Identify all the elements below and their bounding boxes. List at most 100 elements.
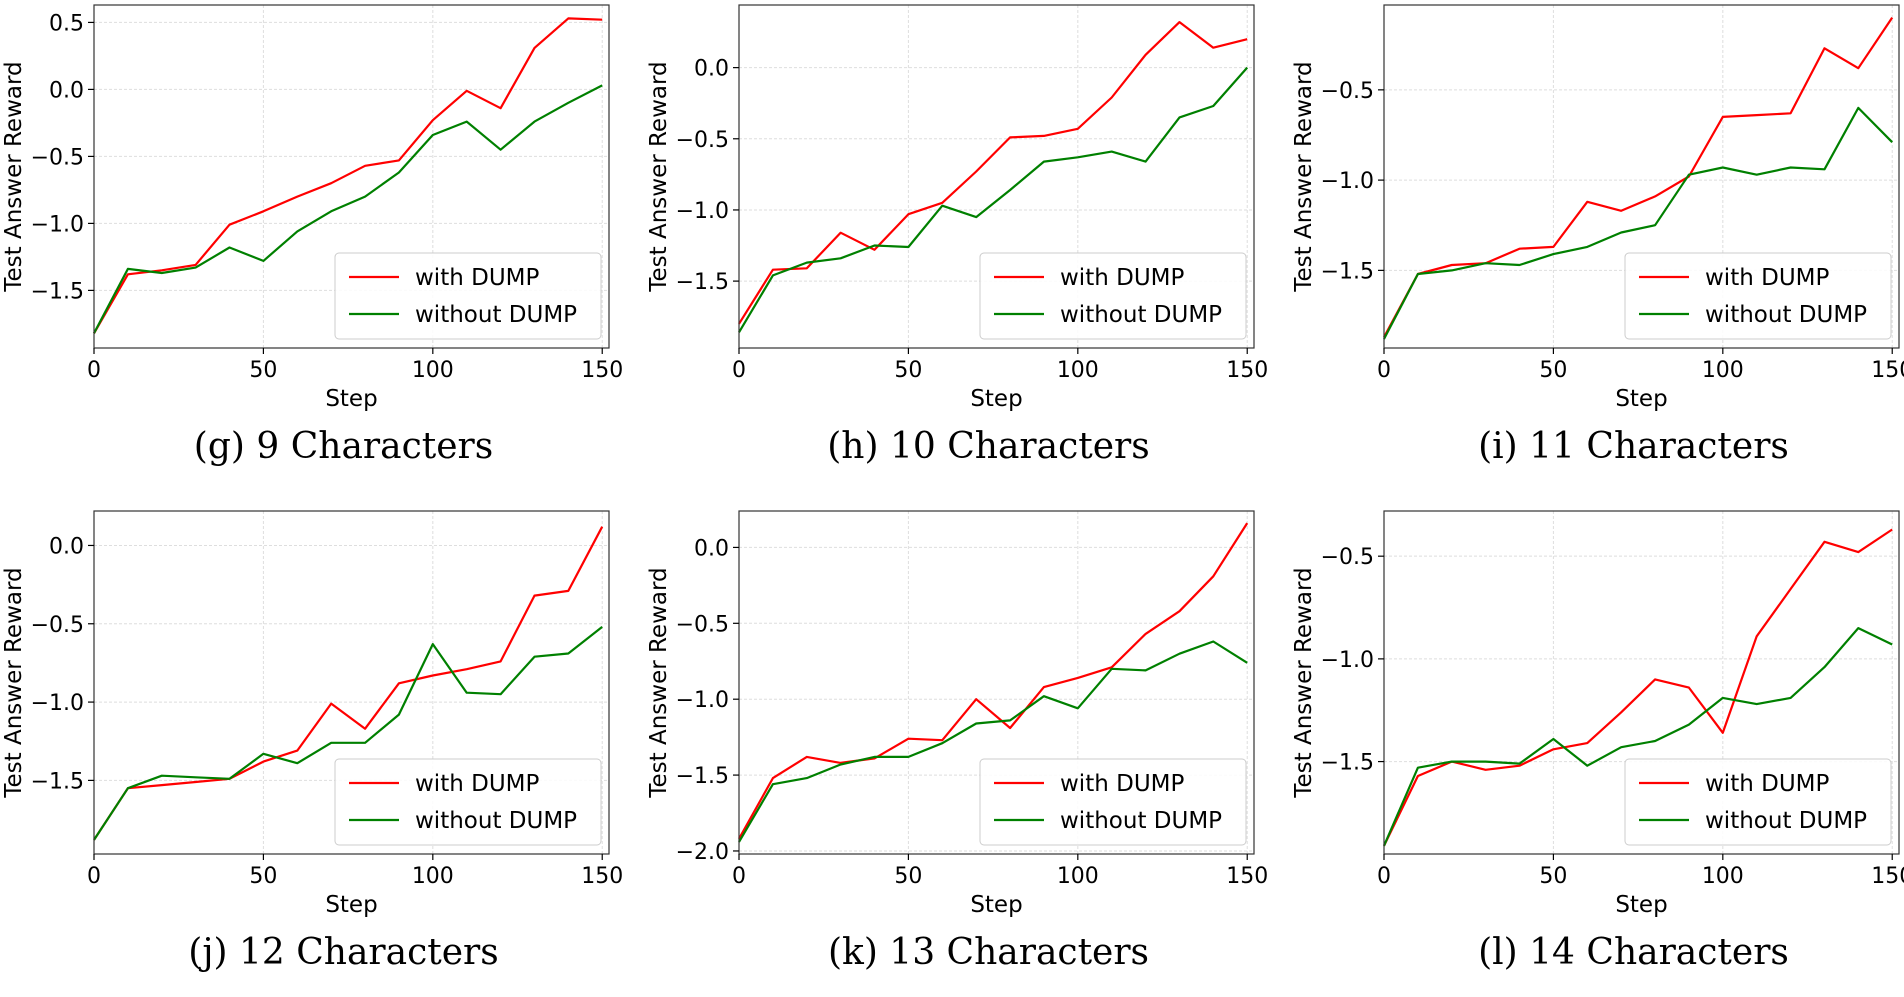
chart-1-ytick-label-2: −0.5	[676, 128, 729, 153]
chart-2-xtick-label-2: 100	[1702, 358, 1744, 383]
chart-1-ylabel: Test Answer Reward	[646, 61, 672, 292]
chart-5-ytick-label-1: −1.0	[1321, 648, 1374, 673]
chart-3-xlabel: Step	[325, 892, 377, 918]
chart-2-axes-frame	[1383, 4, 1900, 349]
chart-4-series-0-line	[738, 522, 1249, 840]
chart-2-xlabel: Step	[1615, 386, 1667, 412]
chart-3-group: 0 50 100 150 −1.5 −1.0 −0.5 0.0 Step Test Answer …	[1, 510, 623, 973]
chart-4-xtick-label-0: 0	[732, 864, 746, 889]
chart-4-ytick-label-1: −1.5	[676, 764, 729, 789]
chart-3-series-0-line	[93, 526, 604, 841]
chart-5-ytick-label-0: −1.5	[1321, 751, 1374, 776]
chart-0-ytick-label-2: −0.5	[31, 145, 84, 170]
chart-2-ytick-label-2: −0.5	[1321, 79, 1374, 104]
chart-5-caption: (l) 14 Characters	[1478, 932, 1789, 973]
chart-4-xtick-label-2: 100	[1057, 864, 1099, 889]
chart-1-axes-frame	[738, 4, 1255, 349]
chart-4-ytick-label-4: 0.0	[694, 536, 729, 561]
chart-0-xtick-label-3: 150	[581, 358, 623, 383]
chart-4-legend-label-1: without DUMP	[1060, 808, 1222, 834]
chart-5-legend-box	[1624, 758, 1892, 846]
chart-0-series-0-line	[93, 17, 603, 334]
chart-5-legend: with DUMP without DUMP	[1624, 758, 1892, 846]
chart-3-ylabel: Test Answer Reward	[1, 567, 27, 798]
chart-2-legend-label-1: without DUMP	[1705, 302, 1867, 328]
chart-2-caption: (i) 11 Characters	[1478, 426, 1789, 467]
chart-2-group: 0 50 100 150 −1.5 −1.0 −0.5 Step Test Answer Rew…	[1291, 4, 1904, 467]
chart-4-ytick-label-0: −2.0	[676, 840, 729, 865]
chart-1-caption: (h) 10 Characters	[827, 426, 1149, 467]
chart-0-xlabel: Step	[325, 386, 377, 412]
chart-1-xtick-label-1: 50	[894, 358, 922, 383]
chart-0-legend: with DUMP without DUMP	[334, 252, 602, 340]
chart-0-ytick-label-0: −1.5	[31, 279, 84, 304]
chart-5-series-0-line	[1383, 528, 1893, 847]
chart-4-axes-frame	[738, 510, 1255, 855]
chart-2-legend: with DUMP without DUMP	[1624, 252, 1892, 340]
chart-1-legend: with DUMP without DUMP	[979, 252, 1247, 340]
chart-4-group: 0 50 100 150 −2.0 −1.5 −1.0 −0.5 0.0 Step Test Ans…	[646, 510, 1268, 973]
chart-3-ytick-label-0: −1.5	[31, 769, 84, 794]
chart-0-ytick-label-1: −1.0	[31, 212, 84, 237]
chart-0-xtick-label-0: 0	[87, 358, 101, 383]
chart-4-ytick-label-2: −1.0	[676, 688, 729, 713]
chart-2-ytick-label-0: −1.5	[1321, 259, 1374, 284]
chart-1-legend-label-0: with DUMP	[1060, 265, 1184, 291]
chart-5-xtick-label-1: 50	[1539, 864, 1567, 889]
chart-2-series-1-line	[1383, 106, 1893, 340]
chart-3-legend-label-1: without DUMP	[415, 808, 577, 834]
chart-5-series-1-line	[1382, 626, 1893, 847]
chart-1-xtick-label-0: 0	[732, 358, 746, 383]
chart-0-legend-label-1: without DUMP	[415, 302, 577, 328]
chart-1-series-1-line	[738, 66, 1249, 333]
chart-2-xtick-label-1: 50	[1539, 358, 1567, 383]
chart-2-ylabel: Test Answer Reward	[1291, 61, 1317, 292]
chart-4-legend-box	[979, 758, 1247, 846]
chart-1-xtick-label-2: 100	[1057, 358, 1099, 383]
chart-5-xtick-label-2: 100	[1702, 864, 1744, 889]
chart-1-legend-box	[979, 252, 1247, 340]
chart-3-xtick-label-0: 0	[87, 864, 101, 889]
chart-3-axes-frame	[93, 510, 610, 855]
chart-5-xtick-label-0: 0	[1377, 864, 1391, 889]
chart-0-series-1-line	[93, 84, 603, 334]
chart-3-ytick-label-3: 0.0	[49, 534, 84, 559]
chart-3-xtick-label-2: 100	[412, 864, 454, 889]
chart-1-group: 0 50 100 150 −1.5 −1.0 −0.5 0.0 Step Test Answer …	[646, 4, 1268, 467]
chart-3-xtick-label-1: 50	[249, 864, 277, 889]
chart-0-xtick-label-1: 50	[249, 358, 277, 383]
chart-5-ytick-label-2: −0.5	[1321, 545, 1374, 570]
chart-1-ytick-label-3: 0.0	[694, 57, 729, 82]
chart-0-legend-label-0: with DUMP	[415, 265, 539, 291]
chart-0-ylabel: Test Answer Reward	[1, 61, 27, 292]
chart-4-xtick-label-3: 150	[1226, 864, 1268, 889]
chart-3-xtick-label-3: 150	[581, 864, 623, 889]
chart-0-legend-box	[334, 252, 602, 340]
chart-0-ytick-label-3: 0.0	[49, 78, 84, 103]
chart-1-series-0-line	[738, 21, 1248, 325]
chart-1-ytick-label-1: −1.0	[676, 199, 729, 224]
chart-5-xlabel: Step	[1615, 892, 1667, 918]
chart-5-xtick-label-3: 150	[1871, 864, 1904, 889]
chart-4-xlabel: Step	[970, 892, 1022, 918]
chart-0-xtick-label-2: 100	[412, 358, 454, 383]
chart-3-ytick-label-2: −0.5	[31, 613, 84, 638]
chart-3-series-1-line	[93, 626, 603, 841]
chart-4-ylabel: Test Answer Reward	[646, 567, 672, 798]
chart-2-ytick-label-1: −1.0	[1321, 169, 1374, 194]
chart-4-legend-label-0: with DUMP	[1060, 771, 1184, 797]
chart-0-axes-frame	[93, 4, 610, 349]
chart-4-caption: (k) 13 Characters	[828, 932, 1149, 973]
chart-5-group: 0 50 100 150 −1.5 −1.0 −0.5 Step Test Answer Rew…	[1291, 510, 1904, 973]
chart-2-xtick-label-3: 150	[1871, 358, 1904, 383]
chart-2-legend-box	[1624, 252, 1892, 340]
chart-1-ytick-label-0: −1.5	[676, 270, 729, 295]
chart-4-xtick-label-1: 50	[894, 864, 922, 889]
chart-3-ytick-label-1: −1.0	[31, 691, 84, 716]
chart-4-series-1-line	[738, 640, 1248, 843]
chart-1-legend-label-1: without DUMP	[1060, 302, 1222, 328]
chart-0-ytick-label-4: 0.5	[49, 11, 84, 36]
chart-2-legend-label-0: with DUMP	[1705, 265, 1829, 291]
chart-5-legend-label-1: without DUMP	[1705, 808, 1867, 834]
